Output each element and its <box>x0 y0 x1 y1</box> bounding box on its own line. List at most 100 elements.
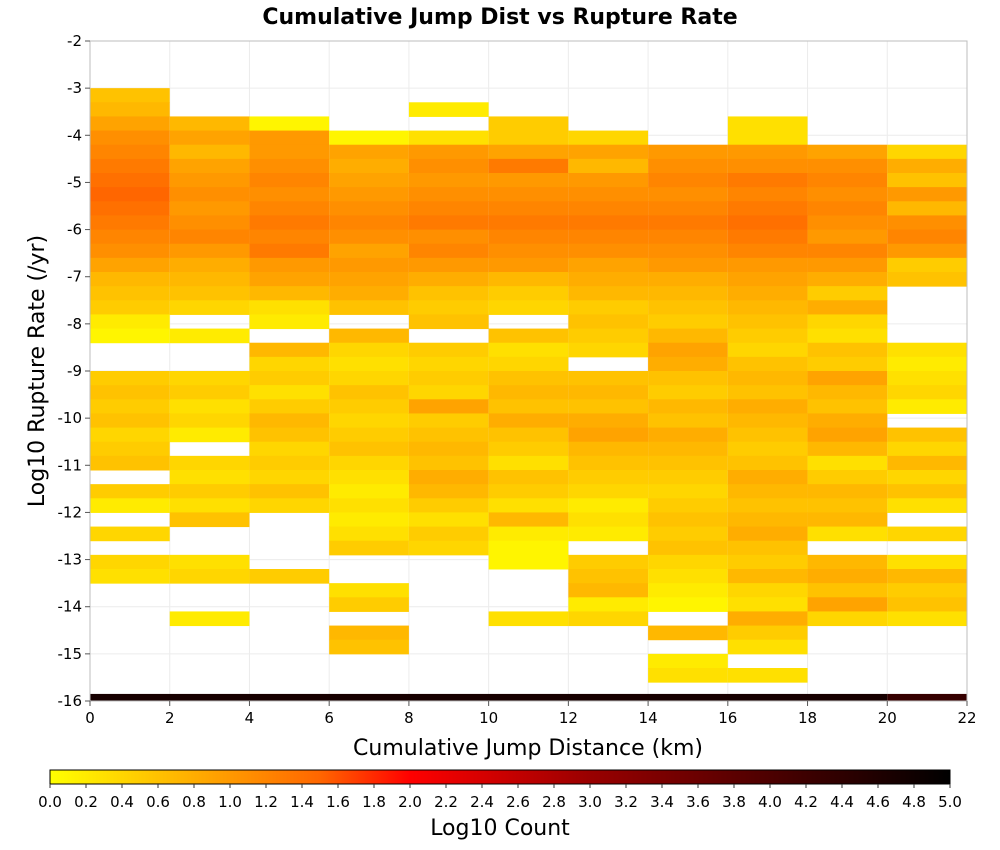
heatmap-cell <box>648 569 728 584</box>
heatmap-cell <box>249 427 330 443</box>
heatmap-cell <box>169 229 250 245</box>
heatmap-cell <box>887 455 967 471</box>
heatmap-cell <box>249 470 330 485</box>
y-tick-label: -9 <box>67 362 82 380</box>
heatmap-cell <box>249 215 330 231</box>
heatmap-cell <box>408 427 489 443</box>
x-tick-label: 16 <box>718 709 737 727</box>
heatmap-cell <box>887 356 967 372</box>
heatmap-cell <box>887 243 967 259</box>
heatmap-cell <box>648 385 728 400</box>
x-tick-label: 12 <box>559 709 578 727</box>
heatmap-cell <box>648 286 728 301</box>
chart-title: Cumulative Jump Dist vs Rupture Rate <box>262 5 737 30</box>
y-axis-ticks: -2 -3 -4 -5 -6 -7 -8 -9 -10 -11 -12 -13 -14 -15 -16 <box>58 32 90 710</box>
heatmap-cell <box>169 512 250 528</box>
heatmap-cell <box>727 427 808 443</box>
heatmap-cell <box>568 158 649 174</box>
heatmap-cell <box>249 371 330 386</box>
heatmap-cell <box>648 597 728 612</box>
heatmap-cell <box>807 300 888 315</box>
heatmap-cell <box>408 314 489 330</box>
y-tick-label: -12 <box>58 503 83 521</box>
x-tick-label: 6 <box>324 709 334 727</box>
heatmap-cell <box>169 201 250 216</box>
heatmap-cell <box>887 215 967 231</box>
heatmap-cell <box>249 484 330 499</box>
heatmap-cell <box>90 158 170 174</box>
heatmap-cell <box>807 441 888 457</box>
x-tick-label: 0 <box>85 709 95 727</box>
heatmap-cell <box>727 144 808 160</box>
colorbar-tick-label: 1.2 <box>254 793 278 811</box>
heatmap-cell <box>807 399 888 414</box>
heatmap-cell <box>329 625 409 641</box>
heatmap-cell <box>90 441 170 457</box>
y-tick-label: -6 <box>67 221 82 239</box>
heatmap-cell <box>568 314 649 330</box>
heatmap-cell <box>329 441 409 457</box>
heatmap-cell <box>568 455 649 471</box>
heatmap-cell <box>488 215 569 231</box>
heatmap-cell <box>568 286 649 301</box>
heatmap-cell <box>90 371 170 386</box>
heatmap-cell <box>90 385 170 400</box>
heatmap-cell <box>648 215 728 231</box>
heatmap-cell <box>169 371 250 386</box>
heatmap-cell <box>408 201 489 216</box>
heatmap-cell <box>90 399 170 414</box>
heatmap-cell <box>169 569 250 584</box>
heatmap-cell <box>727 470 808 485</box>
heatmap-cell <box>249 144 330 160</box>
heatmap-cell <box>488 441 569 457</box>
heatmap-cell <box>648 144 728 160</box>
heatmap-cell <box>727 639 808 655</box>
heatmap-cell <box>568 611 649 627</box>
heatmap-cell <box>169 300 250 315</box>
heatmap-cell <box>727 300 808 315</box>
heatmap-cell <box>408 441 489 457</box>
heatmap-cell <box>249 229 330 245</box>
y-tick-label: -5 <box>67 173 82 191</box>
y-tick-label: -16 <box>58 692 83 710</box>
heatmap-cell <box>887 427 967 443</box>
heatmap-cell <box>408 526 489 542</box>
heatmap-cell <box>90 427 170 443</box>
heatmap-cell <box>408 144 489 160</box>
heatmap-cell <box>488 455 569 471</box>
heatmap-cell <box>568 173 649 188</box>
heatmap-cell <box>488 484 569 499</box>
heatmap-cell <box>329 158 409 174</box>
heatmap-cell <box>648 540 728 556</box>
heatmap-cell <box>807 356 888 372</box>
heatmap-cell <box>807 569 888 584</box>
heatmap-cell <box>727 342 808 358</box>
x-tick-label: 20 <box>878 709 897 727</box>
heatmap-cell <box>488 385 569 400</box>
heatmap-cell <box>807 371 888 386</box>
heatmap-cell <box>408 413 489 429</box>
heatmap-cell <box>90 272 170 287</box>
heatmap-cell <box>169 399 250 414</box>
heatmap-cell <box>249 342 330 358</box>
heatmap-cell <box>727 314 808 330</box>
heatmap-cell <box>488 470 569 485</box>
colorbar-tick-label: 3.0 <box>578 793 602 811</box>
heatmap-cell <box>648 399 728 414</box>
y-tick-label: -2 <box>67 32 82 50</box>
heatmap-cell <box>727 356 808 372</box>
heatmap-cell <box>249 385 330 400</box>
heatmap-cell <box>568 130 649 146</box>
heatmap-cell <box>408 130 489 146</box>
heatmap-cell <box>169 385 250 400</box>
heatmap-cell <box>727 158 808 174</box>
heatmap-cell <box>329 356 409 372</box>
heatmap-cell <box>727 540 808 556</box>
heatmap-cell <box>329 583 409 598</box>
heatmap-cell <box>90 569 170 584</box>
heatmap-cell <box>568 385 649 400</box>
heatmap-cell <box>90 286 170 301</box>
heatmap-cell <box>648 484 728 499</box>
heatmap-cell <box>727 215 808 231</box>
colorbar-tick-label: 3.8 <box>722 793 746 811</box>
